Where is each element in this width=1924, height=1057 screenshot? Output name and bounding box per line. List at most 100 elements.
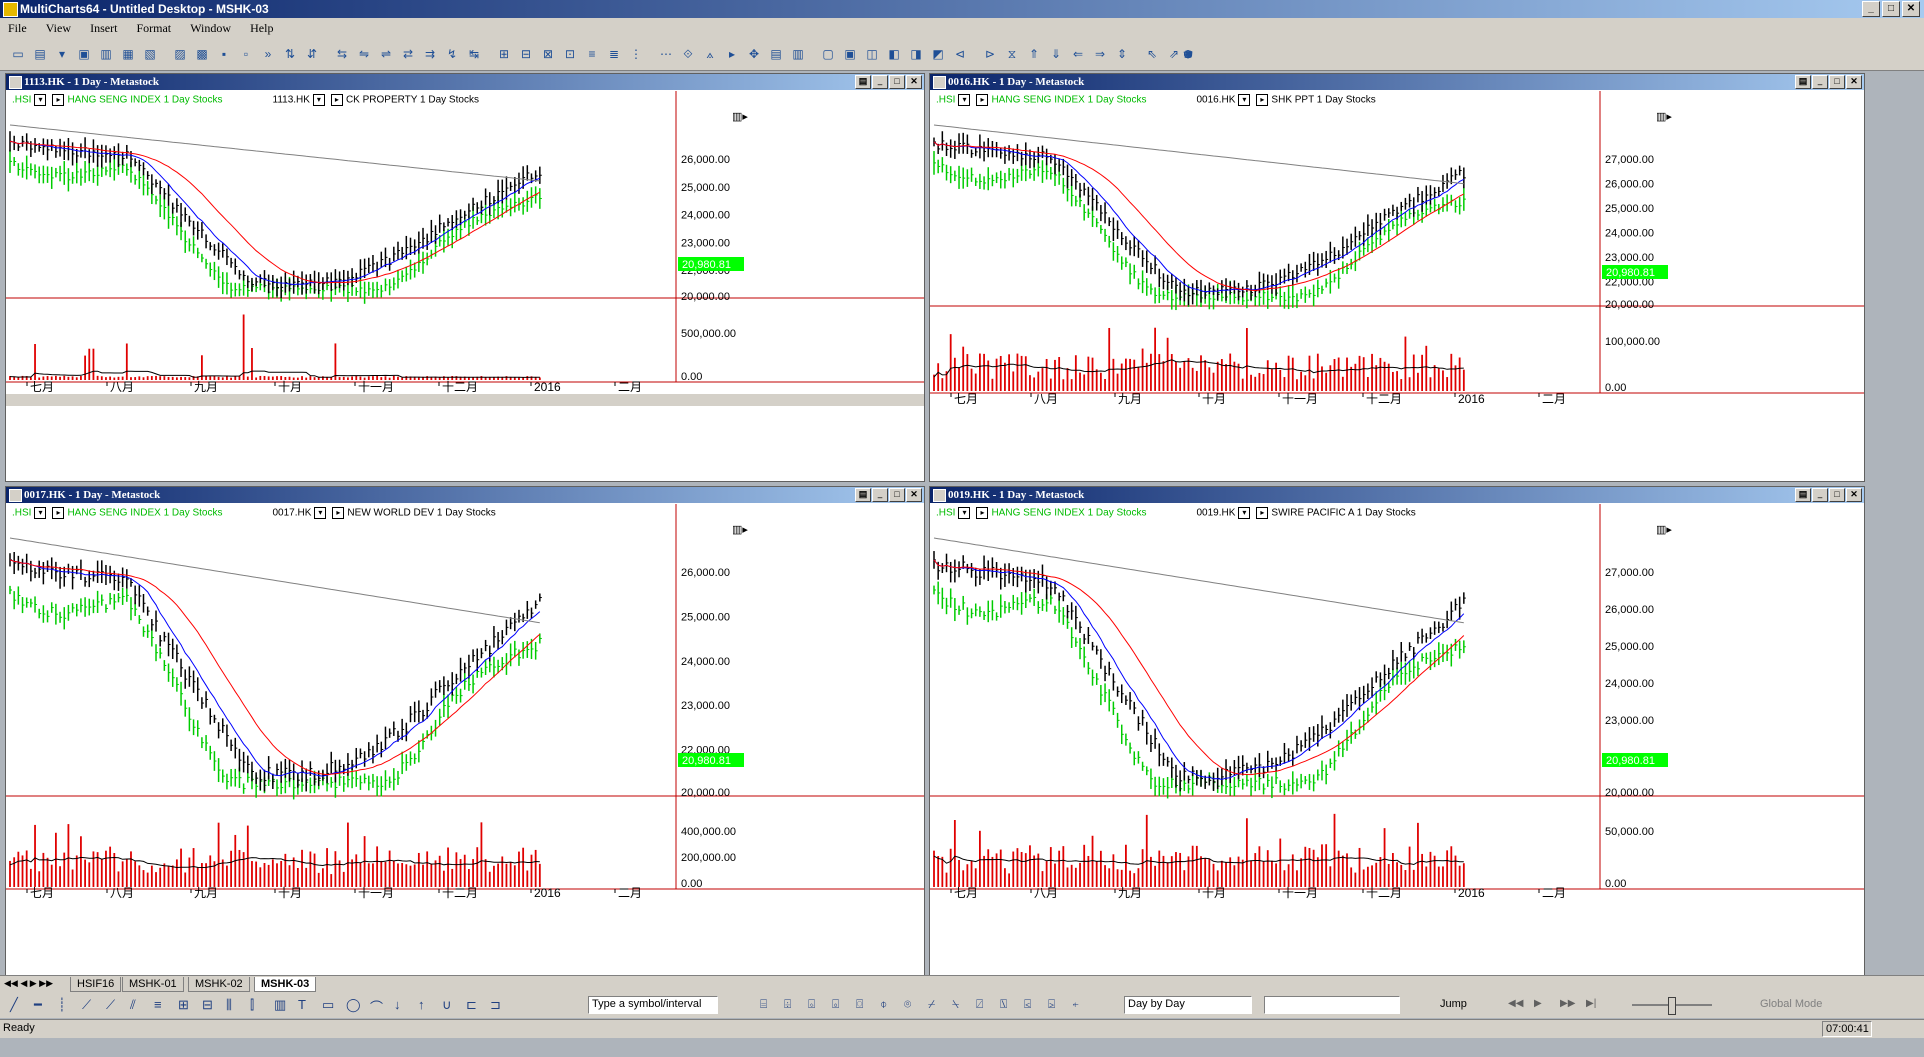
chart-options-button[interactable]: ▤ [1795, 75, 1811, 89]
bar-nav-icon-2[interactable]: ▶▶ [1560, 998, 1576, 1009]
toolbar-icon-5[interactable]: ▦ [122, 47, 134, 61]
chart-window-titlebar[interactable]: 0017.HK - 1 Day - Metastock ▤ _ □ ✕ [6, 487, 924, 503]
draw-tool-icon-15[interactable]: ⌒ [370, 1000, 384, 1015]
toolbar-icon-0[interactable]: ▭ [12, 47, 24, 61]
chart-plot-area[interactable]: 27,000.00 26,000.00 25,000.00 24,000.00 23,0… [930, 91, 1864, 480]
toolbar-icon-35[interactable]: ▢ [822, 47, 834, 61]
chart-maximize-button[interactable]: □ [1829, 75, 1845, 89]
chart-window-0017[interactable]: 0017.HK - 1 Day - Metastock ▤ _ □ ✕ 26,000.00… [5, 486, 925, 988]
format-tool-icon-11[interactable]: ⍃ [1024, 997, 1032, 1011]
toolbar-icon-11[interactable]: » [264, 47, 272, 61]
draw-tool-icon-20[interactable]: ⊐ [490, 997, 501, 1012]
tab-hsif16[interactable]: HSIF16 [70, 977, 122, 992]
draw-tool-icon-7[interactable]: ⊞ [178, 997, 189, 1012]
global-mode-button[interactable]: Global Mode [1760, 998, 1823, 1010]
toolbar-icon-44[interactable]: ⇑ [1028, 47, 1040, 61]
draw-tool-icon-12[interactable]: T [298, 997, 306, 1012]
toolbar-icon-23[interactable]: ⊠ [542, 47, 554, 61]
format-tool-icon-10[interactable]: ⍂ [1000, 997, 1008, 1011]
toolbar-icon-18[interactable]: ⇉ [424, 47, 436, 61]
slider-thumb[interactable] [1668, 997, 1676, 1015]
toolbar-icon-57[interactable]: ⊘ [1182, 47, 1194, 61]
draw-tool-icon-6[interactable]: ≡ [154, 997, 162, 1012]
stock-dropdown-button[interactable]: ▾ [312, 94, 325, 106]
chart-close-button[interactable]: ✕ [906, 75, 922, 89]
toolbar-icon-3[interactable]: ▣ [78, 47, 90, 61]
index-format-button[interactable]: ▸ [52, 94, 65, 106]
bar-nav-icon-1[interactable]: ▶ [1534, 998, 1542, 1009]
index-dropdown-button[interactable]: ▾ [958, 94, 971, 106]
tab-mshk-03[interactable]: MSHK-03 [254, 977, 317, 992]
menu-window[interactable]: Window [190, 21, 232, 35]
menu-format[interactable]: Format [136, 21, 172, 35]
draw-tool-icon-1[interactable]: ━ [34, 997, 42, 1012]
toolbar-icon-2[interactable]: ▾ [58, 47, 66, 61]
chart-close-button[interactable]: ✕ [906, 488, 922, 502]
draw-tool-icon-0[interactable]: ╱ [10, 997, 18, 1012]
toolbar-icon-7[interactable]: ▨ [174, 47, 186, 61]
toolbar-icon-42[interactable]: ⊳ [984, 47, 996, 61]
chart-window-titlebar[interactable]: 1113.HK - 1 Day - Metastock ▤ _ □ ✕ [6, 74, 924, 90]
toolbar-icon-1[interactable]: ▤ [34, 47, 46, 61]
chart-minimize-button[interactable]: _ [1812, 75, 1828, 89]
stock-format-button[interactable]: ▸ [330, 94, 343, 106]
format-tool-icon-5[interactable]: ⌽ [880, 997, 888, 1011]
toolbar-icon-37[interactable]: ◫ [866, 47, 878, 61]
tab-mshk-01[interactable]: MSHK-01 [122, 977, 184, 992]
format-tool-icon-9[interactable]: ⍁ [976, 997, 984, 1011]
format-tool-icon-7[interactable]: ⌿ [928, 997, 936, 1011]
toolbar-icon-26[interactable]: ≣ [608, 47, 620, 61]
toolbar-icon-24[interactable]: ⊡ [564, 47, 576, 61]
toolbar-icon-20[interactable]: ↹ [468, 47, 480, 61]
draw-tool-icon-5[interactable]: ⫽ [130, 997, 136, 1012]
format-tool-icon-4[interactable]: ⌼ [856, 997, 864, 1011]
chart-plot-area[interactable]: 27,000.00 26,000.00 25,000.00 24,000.00 23,0… [930, 504, 1864, 986]
toolbar-icon-15[interactable]: ⇋ [358, 47, 370, 61]
format-tool-icon-13[interactable]: ⍅ [1072, 997, 1080, 1011]
toolbar-icon-21[interactable]: ⊞ [498, 47, 510, 61]
draw-tool-icon-4[interactable]: ⟋ [106, 997, 116, 1012]
toolbar-icon-6[interactable]: ▧ [144, 47, 156, 61]
format-tool-icon-12[interactable]: ⍄ [1048, 997, 1056, 1011]
draw-tool-icon-8[interactable]: ⊟ [202, 997, 213, 1012]
chart-window-titlebar[interactable]: 0019.HK - 1 Day - Metastock ▤ _ □ ✕ [930, 487, 1864, 503]
stock-dropdown-button[interactable]: ▾ [314, 507, 327, 519]
toolbar-icon-27[interactable]: ⋮ [630, 47, 642, 61]
toolbar-icon-54[interactable]: ⊕ [1182, 47, 1194, 61]
toolbar-icon-8[interactable]: ▩ [196, 47, 208, 61]
draw-tool-icon-18[interactable]: ∪ [442, 997, 452, 1012]
toolbar-icon-58[interactable]: ☚ [1182, 47, 1194, 61]
toolbar-icon-12[interactable]: ⇅ [284, 47, 296, 61]
index-format-button[interactable]: ▸ [976, 94, 989, 106]
toolbar-icon-10[interactable]: ▫ [243, 47, 249, 61]
format-tool-icon-3[interactable]: ⌻ [832, 997, 840, 1011]
chart-window-0019[interactable]: 0019.HK - 1 Day - Metastock ▤ _ □ ✕ 27,000.00… [929, 486, 1865, 988]
mode-select[interactable]: Day by Day [1124, 996, 1252, 1014]
index-dropdown-button[interactable]: ▾ [34, 94, 47, 106]
draw-tool-icon-16[interactable]: ↓ [394, 997, 401, 1012]
toolbar-icon-16[interactable]: ⇌ [380, 47, 392, 61]
bar-nav-icon-0[interactable]: ◀◀ [1508, 998, 1524, 1009]
toolbar-icon-19[interactable]: ↯ [446, 47, 458, 61]
toolbar-icon-22[interactable]: ⊟ [520, 47, 532, 61]
chart-window-titlebar[interactable]: 0016.HK - 1 Day - Metastock ▤ _ □ ✕ [930, 74, 1864, 90]
toolbar-icon-46[interactable]: ⇐ [1072, 47, 1084, 61]
chart-minimize-button[interactable]: _ [1812, 488, 1828, 502]
maximize-button[interactable]: □ [1882, 1, 1900, 17]
tab-scroll-arrows-icon[interactable]: ◀◀ ◀ ▶ ▶▶ [4, 978, 54, 988]
toolbar-icon-25[interactable]: ≡ [588, 47, 596, 61]
toolbar-icon-9[interactable]: ▪ [221, 47, 227, 61]
toolbar-icon-30[interactable]: ⟑ [706, 46, 714, 61]
menu-file[interactable]: File [8, 21, 27, 35]
toolbar-icon-51[interactable]: ⇘ [1182, 47, 1194, 61]
draw-tool-icon-3[interactable]: ⟋ [82, 997, 92, 1012]
toolbar-icon-17[interactable]: ⇄ [402, 47, 414, 61]
stock-format-button[interactable]: ▸ [1256, 94, 1269, 106]
format-tool-icon-1[interactable]: ⌹ [784, 997, 792, 1011]
index-dropdown-button[interactable]: ▾ [958, 507, 971, 519]
tab-mshk-02[interactable]: MSHK-02 [188, 977, 250, 992]
chart-close-button[interactable]: ✕ [1846, 75, 1862, 89]
toolbar-icon-56[interactable]: ⊗ [1182, 47, 1194, 61]
toolbar-icon-34[interactable]: ▥ [792, 47, 804, 61]
chart-maximize-button[interactable]: □ [889, 75, 905, 89]
